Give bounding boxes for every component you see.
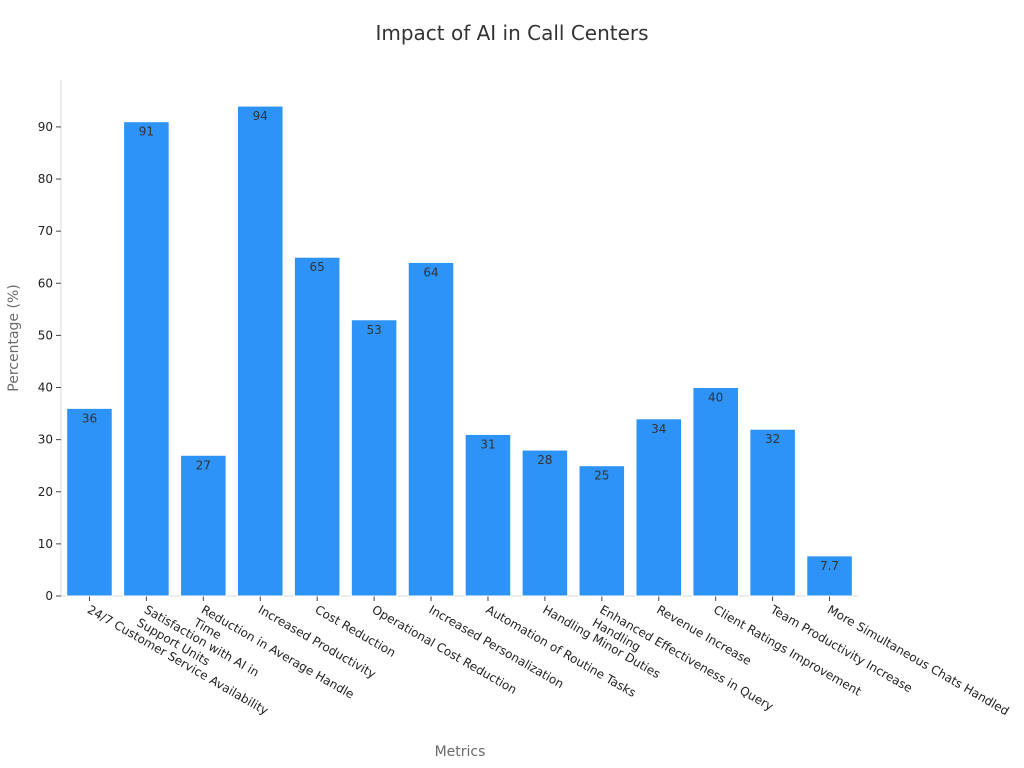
bar [635,418,683,597]
chart-title: Impact of AI in Call Centers [375,21,648,45]
x-tick-label: Revenue Increase [654,602,754,668]
bar [464,433,512,597]
bar [692,387,739,597]
bar-value-label: 40 [708,391,723,405]
bar-value-label: 64 [423,265,438,279]
bar-value-label: 34 [651,422,666,436]
bar-value-label: 31 [480,437,495,451]
bar-value-label: 28 [537,453,552,467]
x-axis [61,595,858,601]
bar-value-label: 25 [594,469,609,483]
x-tick-labels: 24/7 Customer Service AvailabilitySatisf… [85,602,1012,718]
bar [236,105,284,597]
bar [806,555,853,597]
bar-value-label: 36 [82,411,97,425]
y-tick-label: 70 [38,224,53,238]
y-tick-label: 80 [38,172,53,186]
y-axis-label: Percentage (%) [6,284,22,391]
y-tick-label: 10 [38,537,53,551]
bar [521,449,569,597]
y-tick-label: 0 [45,589,53,603]
bar [749,428,796,597]
bar-labels: 36 91 27 94 65 53 64 31 28 25 34 40 32 7.7 [82,109,839,573]
x-axis-label: Metrics [435,744,486,760]
bar-value-label: 27 [196,458,211,472]
y-tick-label: 50 [38,328,53,342]
y-tick-label: 20 [38,485,53,499]
y-tick-label: 90 [38,120,53,134]
bar-value-label: 94 [253,109,268,123]
y-tick-label: 30 [38,433,53,447]
bar-value-label: 91 [139,125,154,139]
y-axis: 0 10 20 30 40 50 60 70 80 90 [38,80,62,603]
bar [180,454,227,597]
bar-value-label: 65 [310,260,325,274]
bar [293,256,341,597]
y-tick-label: 60 [38,276,53,290]
bar-value-label: 32 [765,432,780,446]
bar [350,319,398,597]
bars [66,105,853,597]
bar [578,465,626,597]
bar [123,121,170,597]
y-tick-label: 40 [38,381,53,395]
bar-value-label: 7.7 [820,559,839,573]
bar-value-label: 53 [366,323,381,337]
bar [66,407,113,597]
bar [407,261,455,597]
